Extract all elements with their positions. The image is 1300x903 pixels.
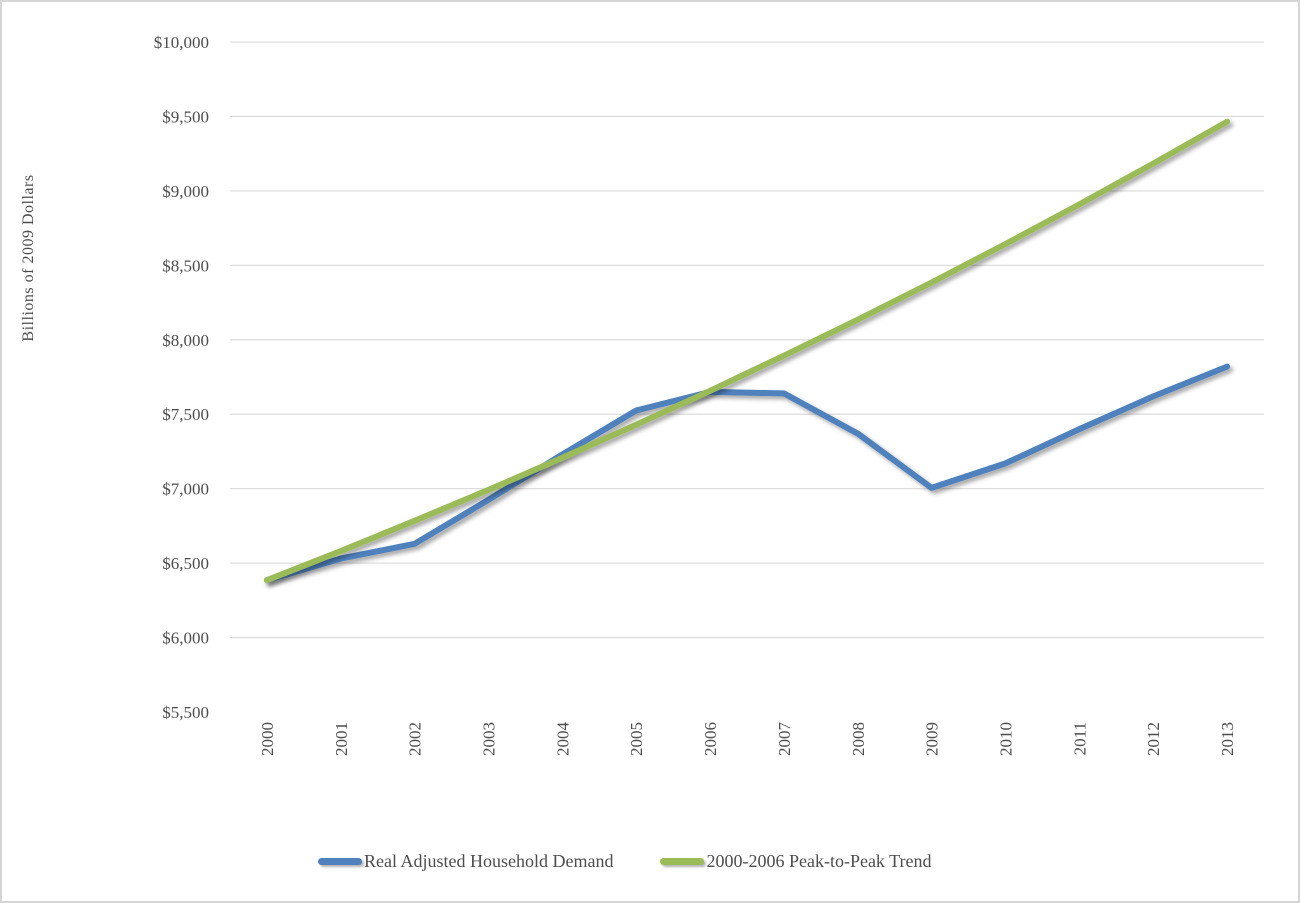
y-tick-label: $6,500	[162, 554, 209, 573]
y-tick-label: $7,500	[162, 405, 209, 424]
x-tick-label: 2004	[553, 722, 572, 757]
y-tick-label: $10,000	[154, 33, 209, 52]
legend-label-peak-to-peak-trend: 2000-2006 Peak-to-Peak Trend	[706, 851, 932, 871]
y-tick-label: $8,500	[162, 256, 209, 275]
legend: Real Adjusted Household Demand 2000-2006…	[318, 851, 931, 872]
legend-swatch-blue-line-icon	[318, 858, 362, 865]
series-line-2000-2006-peak-to-peak-trend	[263, 118, 1231, 584]
series-lines-group	[263, 118, 1231, 584]
gridlines-group	[230, 41, 1264, 713]
x-tick-label: 2008	[849, 722, 868, 756]
y-tick-label: $8,000	[162, 331, 209, 350]
y-axis-title: Billions of 2009 Dollars	[20, 174, 37, 342]
x-tick-label: 2002	[406, 722, 425, 756]
x-tick-label: 2006	[701, 722, 720, 756]
x-tick-label: 2012	[1144, 722, 1163, 756]
series-line-real-adjusted-household-demand	[263, 363, 1231, 584]
y-axis-labels-group: $5,500 $6,000 $6,500 $7,000 $7,500 $8,000 $8,5…	[154, 33, 209, 722]
x-tick-label: 2009	[923, 722, 942, 756]
x-tick-label: 2001	[332, 722, 351, 756]
y-tick-label: $7,000	[162, 480, 209, 499]
x-tick-label: 2013	[1218, 722, 1237, 756]
legend-swatch-green-line-icon	[660, 858, 705, 865]
legend-item-peak-to-peak-trend: 2000-2006 Peak-to-Peak Trend	[660, 851, 931, 872]
y-tick-label: $5,500	[162, 703, 209, 722]
x-tick-label: 2003	[480, 722, 499, 756]
y-tick-label: $9,000	[162, 182, 209, 201]
x-tick-label: 2007	[775, 722, 794, 757]
y-tick-label: $6,000	[162, 629, 209, 648]
x-axis-labels-group: 2000 2001 2002 2003 2004 2005 2006 2007 2008 2009…	[258, 722, 1237, 757]
x-tick-label: 2000	[258, 722, 277, 756]
y-tick-label: $9,500	[162, 107, 209, 126]
x-tick-label: 2005	[627, 722, 646, 756]
legend-label-real-adjusted-household-demand: Real Adjusted Household Demand	[364, 851, 614, 871]
x-tick-label: 2010	[997, 722, 1016, 756]
x-tick-label: 2011	[1070, 722, 1089, 755]
legend-item-real-adjusted-household-demand: Real Adjusted Household Demand	[318, 851, 613, 872]
